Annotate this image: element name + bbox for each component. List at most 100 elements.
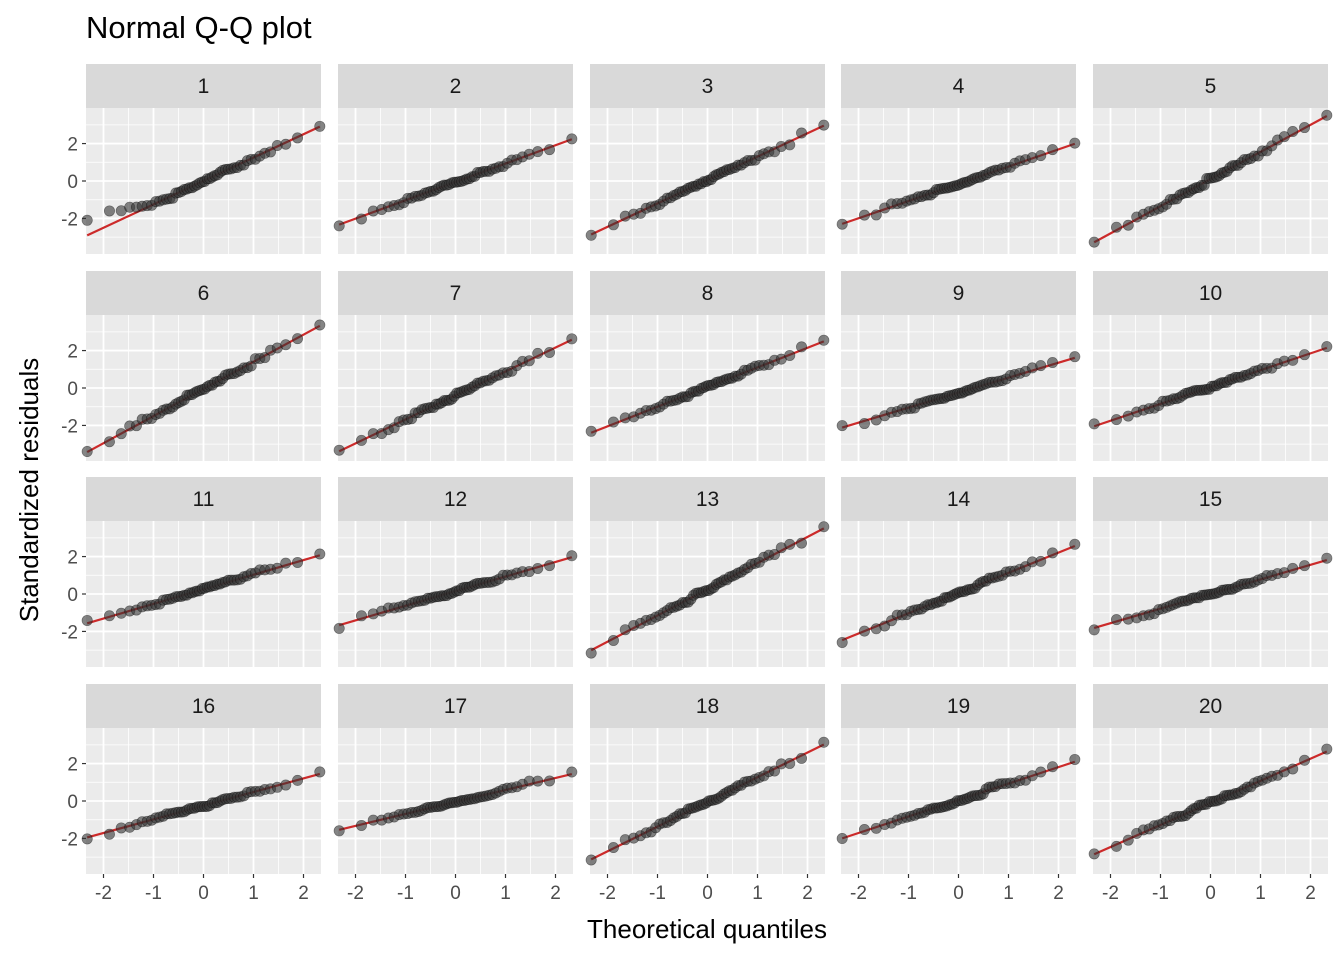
qq-point — [836, 636, 848, 648]
facet-label: 1 — [198, 75, 210, 98]
y-tick-label: -2 — [61, 622, 78, 643]
qq-point — [81, 214, 93, 226]
qq-point — [1122, 410, 1134, 422]
qq-point — [1321, 743, 1333, 755]
facet-label: 18 — [696, 695, 719, 718]
qq-point — [1047, 547, 1059, 559]
qq-points — [333, 766, 578, 837]
qq-point — [769, 765, 781, 777]
qq-point — [1287, 763, 1299, 775]
qq-point — [81, 614, 93, 626]
qq-point — [333, 220, 345, 232]
qq-point — [566, 550, 578, 562]
facet-label: 17 — [444, 695, 467, 718]
qq-point — [1122, 219, 1134, 231]
x-tick-label: 2 — [298, 883, 309, 904]
facet-strip — [86, 64, 321, 108]
y-tick-label: -2 — [61, 416, 78, 437]
x-tick-label: -1 — [145, 883, 162, 904]
y-tick-label: 2 — [67, 135, 78, 156]
x-tick-label: -2 — [1102, 883, 1119, 904]
facet-panel-9: 9 — [836, 271, 1081, 461]
facet-panel-18: 18 — [585, 684, 830, 874]
qq-point — [1047, 761, 1059, 773]
gridlines — [841, 315, 1076, 461]
qq-point — [280, 779, 292, 791]
qq-points — [1088, 109, 1333, 248]
gridlines — [841, 728, 1076, 874]
qq-point — [81, 446, 93, 458]
qq-point — [292, 774, 304, 786]
qq-point — [314, 319, 326, 331]
facet-label: 5 — [1205, 75, 1217, 98]
x-axis-title: Theoretical quantiles — [587, 914, 827, 944]
x-tick-label: 0 — [953, 883, 964, 904]
x-tick-label: 2 — [1053, 883, 1064, 904]
facet-strip — [338, 684, 573, 728]
gridlines — [338, 108, 573, 254]
facet-label: 7 — [450, 282, 462, 305]
qq-point — [858, 823, 870, 835]
qq-point — [585, 425, 597, 437]
qq-point — [836, 832, 848, 844]
y-tick-label: 2 — [67, 755, 78, 776]
qq-point — [355, 213, 367, 225]
qq-point — [818, 334, 830, 346]
facet-strip — [1093, 64, 1328, 108]
facet-panel-4: 4 — [836, 64, 1081, 254]
qq-point — [566, 333, 578, 345]
x-tick-label: -1 — [900, 883, 917, 904]
qq-points — [585, 736, 830, 866]
x-tick-label: 2 — [802, 883, 813, 904]
x-tick-label: 0 — [1205, 883, 1216, 904]
qq-points — [81, 766, 326, 845]
qq-point — [784, 139, 796, 151]
facet-label: 9 — [953, 282, 965, 305]
facet-panel-1: 1 — [81, 64, 326, 254]
x-tick-label: 1 — [1255, 883, 1266, 904]
qq-point — [280, 557, 292, 569]
facet-label: 20 — [1199, 695, 1222, 718]
qq-point — [619, 624, 631, 636]
gridlines — [338, 521, 573, 667]
qq-point — [566, 766, 578, 778]
qq-point — [544, 144, 556, 156]
y-tick-label: 0 — [67, 792, 78, 813]
qq-point — [1299, 122, 1311, 134]
facet-panel-10: 10 — [1088, 271, 1333, 461]
qq-point — [1299, 754, 1311, 766]
qq-point — [796, 537, 808, 549]
facet-label: 15 — [1199, 488, 1222, 511]
qq-point — [769, 549, 781, 561]
qq-point — [607, 842, 619, 854]
qq-points — [836, 753, 1081, 844]
gridlines — [86, 728, 321, 874]
qq-point — [265, 146, 277, 158]
facet-panel-17: 17 — [333, 684, 578, 874]
qq-point — [1299, 560, 1311, 572]
qq-points — [81, 548, 326, 626]
x-tick-label: -1 — [649, 883, 666, 904]
qq-point — [1035, 150, 1047, 162]
y-tick-label: 0 — [67, 379, 78, 400]
facet-strip — [338, 64, 573, 108]
facet-strip — [841, 477, 1076, 521]
qq-points — [81, 120, 326, 226]
qq-points — [333, 333, 578, 456]
qq-point — [858, 209, 870, 221]
qq-point — [544, 560, 556, 572]
gridlines — [590, 315, 825, 461]
qq-point — [1287, 125, 1299, 137]
facet-panel-14: 14 — [836, 477, 1081, 667]
qq-point — [103, 828, 115, 840]
facet-label: 8 — [702, 282, 714, 305]
y-tick-label: 2 — [67, 548, 78, 569]
facet-label: 6 — [198, 282, 210, 305]
qq-points — [836, 137, 1081, 230]
x-tick-label: 1 — [1003, 883, 1014, 904]
qq-point — [836, 218, 848, 230]
facet-panel-7: 7 — [333, 271, 578, 461]
x-tick-label: 0 — [198, 883, 209, 904]
x-tick-label: 2 — [1305, 883, 1316, 904]
qq-point — [292, 556, 304, 568]
